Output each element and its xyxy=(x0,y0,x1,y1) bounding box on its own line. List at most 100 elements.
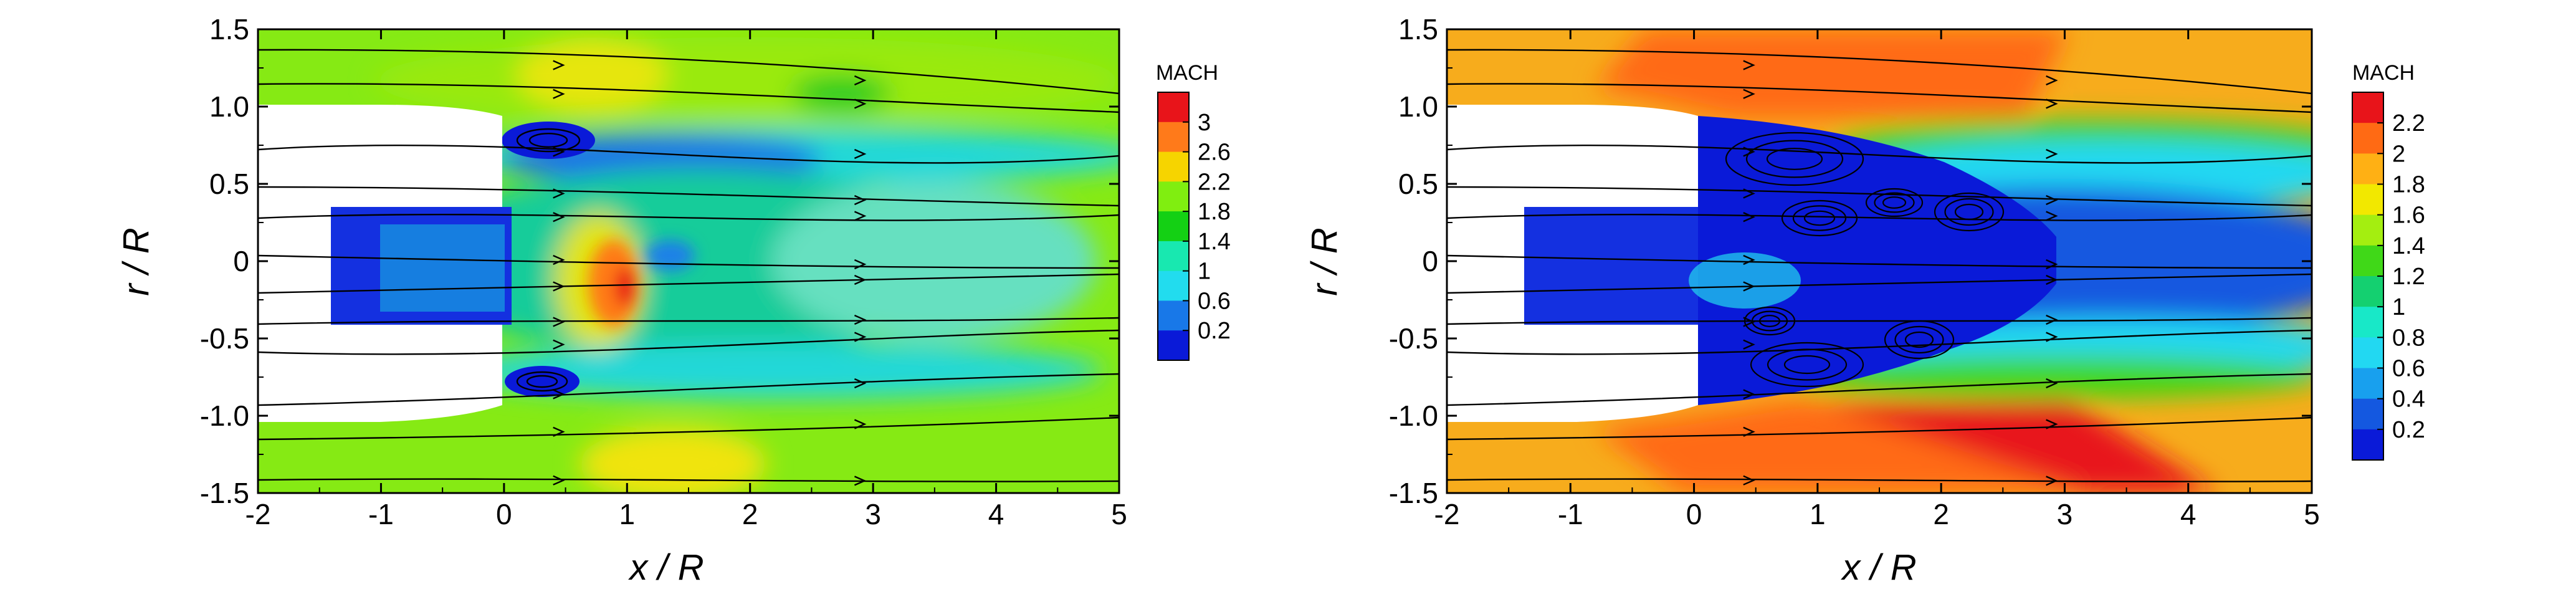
right-vortex-ring xyxy=(1904,331,1934,348)
left-streamline xyxy=(258,317,1119,325)
right-vortex-ring xyxy=(1884,320,1955,360)
left-streamline-arrow xyxy=(553,60,565,70)
left-body-geometry xyxy=(258,105,502,422)
left-streamline-arrow xyxy=(553,426,565,437)
left-streamline-arrow xyxy=(854,378,867,389)
left-streamline xyxy=(258,144,1119,164)
right-streamline xyxy=(1447,416,2312,441)
right-recirc-cyan-patch xyxy=(1689,252,1801,309)
left-streamline-arrow xyxy=(854,98,867,109)
right-streamline-arrow xyxy=(1743,212,1755,223)
left-x-tick-label: 0 xyxy=(496,498,512,530)
right-colorbar-swatch xyxy=(2352,307,2383,338)
left-streamline-arrow xyxy=(854,274,867,285)
right-colorbar-label: 2.2 xyxy=(2392,110,2425,136)
right-vortex-ring xyxy=(1781,199,1858,237)
right-vortex-ring xyxy=(1934,192,2005,232)
right-colorbar-swatch xyxy=(2352,184,2383,216)
left-contour-plot: -2 -1 0 1 2 3 4 5 1.51.00.50-0.5-1.0-1.5 x / R … xyxy=(116,13,1231,588)
left-colorbar-swatch xyxy=(1158,151,1189,182)
left-streamline xyxy=(258,373,1119,406)
left-streamline xyxy=(258,49,1119,95)
left-streamline xyxy=(258,416,1119,441)
left-x-axis: -2 -1 0 1 2 3 4 5 xyxy=(246,29,1127,530)
right-field-orange-bottom xyxy=(1595,399,2087,493)
right-streamline-arrow xyxy=(2046,194,2058,206)
left-colorbar-title: MACH xyxy=(1156,61,1218,85)
right-streamline-arrow xyxy=(2046,148,2058,160)
left-y-tick-label: 0.5 xyxy=(209,168,249,200)
right-y-tick-label: -0.5 xyxy=(1389,322,1438,355)
right-streamline xyxy=(1447,213,2312,221)
right-y-tick-label: -1.5 xyxy=(1389,477,1438,509)
right-vortex-ring xyxy=(1803,210,1836,226)
right-vortex-ring xyxy=(1766,148,1823,170)
right-colorbar-swatch xyxy=(2352,245,2383,277)
right-colorbar-label: 0.6 xyxy=(2392,356,2425,382)
right-streamlines xyxy=(1447,49,2312,486)
left-streamline-arrow xyxy=(553,89,565,99)
left-colorbar-swatch xyxy=(1158,330,1189,361)
right-x-tick-label: 0 xyxy=(1686,498,1702,530)
right-streamline-arrow xyxy=(2046,211,2058,221)
left-field-green-1 xyxy=(791,75,891,112)
left-x-tick-label: 5 xyxy=(1111,498,1127,530)
left-field-blue-pocket xyxy=(645,240,695,271)
right-colorbar-label: 1.2 xyxy=(2392,264,2425,290)
right-colorbar-label: 1.4 xyxy=(2392,233,2425,259)
right-streamline-arrow xyxy=(2046,75,2058,86)
left-colorbar-label: 2.2 xyxy=(1198,169,1231,195)
left-streamline-arrow xyxy=(553,254,565,266)
right-x-tick-label: 2 xyxy=(1933,498,1949,530)
left-colorbar-label: 2.6 xyxy=(1198,140,1231,166)
left-streamline-arrow xyxy=(553,339,565,350)
left-colorbar-frame xyxy=(1157,92,1190,361)
left-colorbar-swatch xyxy=(1158,122,1189,153)
left-streamline-arrow xyxy=(854,476,867,486)
left-field-red-core xyxy=(615,267,635,307)
left-field-lower-yellow xyxy=(580,427,766,493)
left-x-tick-label: -1 xyxy=(368,498,394,530)
right-streamline-arrow xyxy=(1743,339,1755,350)
left-x-axis-title: x / R xyxy=(627,547,704,588)
right-streamline-arrow xyxy=(1743,281,1755,292)
right-injector-blue xyxy=(1524,207,1705,325)
left-streamline-arrow xyxy=(553,317,565,327)
right-streamline-arrow xyxy=(1743,317,1755,327)
right-vortex-ring xyxy=(1874,192,1915,213)
right-streamline xyxy=(1447,144,2312,164)
right-vortex-ring xyxy=(1767,348,1848,381)
right-streamline-arrow xyxy=(2046,419,2058,429)
left-field-top-band xyxy=(374,37,1119,125)
right-vortex-ring xyxy=(1944,198,1994,226)
left-vortex-ring xyxy=(526,375,558,388)
left-y-tick-label: 0 xyxy=(233,245,249,277)
right-contour-plot: -2 -1 0 1 2 3 4 5 1.51.00.50-0.5-1.0-1.5 x / R … xyxy=(1304,13,2425,588)
right-colorbar-swatch xyxy=(2352,153,2383,184)
left-colorbar: MACH 3 2.6 2.2 1.8 1.4 1 0.6 0.2 xyxy=(1156,61,1231,361)
left-colorbar-label: 3 xyxy=(1198,110,1211,136)
right-colorbar-label: 2 xyxy=(2392,141,2405,167)
right-streamline-arrow xyxy=(2046,332,2058,342)
left-vortex-ring xyxy=(516,371,568,392)
left-x-tick-label: 1 xyxy=(619,498,635,530)
right-colorbar-title: MACH xyxy=(2352,61,2415,85)
left-colorbar-swatch xyxy=(1158,211,1189,242)
left-lower-recirc xyxy=(505,366,580,397)
right-colorbar-label: 0.8 xyxy=(2392,325,2425,351)
right-x-axis: -2 -1 0 1 2 3 4 5 xyxy=(1434,29,2320,530)
left-injector-cyan xyxy=(380,224,505,312)
right-vortex-ring xyxy=(1792,205,1847,231)
right-streamline-arrow xyxy=(1743,389,1755,400)
right-colorbar-swatch xyxy=(2352,337,2383,368)
right-x-tick-label: 5 xyxy=(2304,498,2320,530)
right-y-axis: 1.5 1.0 0.5 0 -0.5 -1.0 -1.5 xyxy=(1389,13,2312,509)
left-streamline-arrow xyxy=(553,281,565,292)
right-streamline-arrow xyxy=(2046,274,2058,285)
right-y-tick-label: 0 xyxy=(1422,245,1438,277)
right-y-tick-label: -1.0 xyxy=(1389,400,1438,432)
right-streamline-arrow xyxy=(1743,188,1755,199)
right-streamline xyxy=(1447,49,2312,95)
left-plot-area xyxy=(258,29,1119,493)
left-streamline-arrow xyxy=(553,389,565,400)
